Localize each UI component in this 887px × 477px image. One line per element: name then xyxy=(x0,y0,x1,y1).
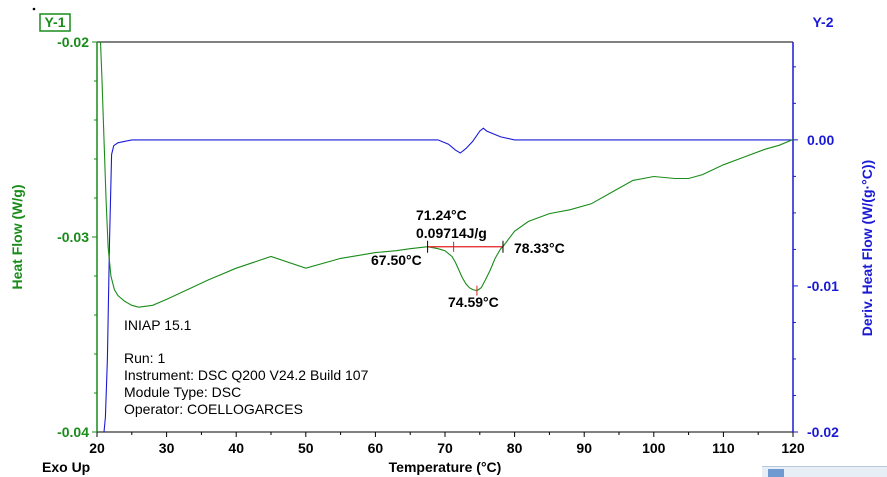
minor-ticks xyxy=(94,66,796,435)
taskbar-thumbnail[interactable] xyxy=(762,466,887,477)
series-line-heat-flow xyxy=(99,41,794,308)
x-tick-label: 120 xyxy=(781,440,805,456)
y2-tick-label: -0.01 xyxy=(807,278,839,294)
series-line-deriv-heat-flow xyxy=(103,127,793,433)
x-tick-label: 20 xyxy=(89,440,105,456)
info-run: Run: 1 xyxy=(124,350,165,366)
exo-up-label: Exo Up xyxy=(42,459,90,475)
annotation-start-temp: 67.50°C xyxy=(371,252,422,268)
x-tick-label: 50 xyxy=(298,440,314,456)
annotation-peak-temp: 74.59°C xyxy=(448,294,499,310)
y1-tag-box xyxy=(39,13,71,32)
y1-tick-label: -0.04 xyxy=(57,424,89,440)
y1-tick-label: -0.02 xyxy=(57,34,89,50)
x-tick-label: 30 xyxy=(159,440,175,456)
y2-axis-title: Deriv. Heat Flow (W/(g·°C)) xyxy=(859,160,875,336)
y2-axis-ticks: 0.00 -0.01 -0.02 xyxy=(793,132,839,440)
x-tick-label: 40 xyxy=(228,440,244,456)
window-icon xyxy=(768,469,784,477)
y1-tag: Y-1 xyxy=(44,14,65,30)
annotation-end-temp: 78.33°C xyxy=(514,240,565,256)
x-tick-label: 60 xyxy=(368,440,384,456)
info-operator: Operator: COELLOGARCES xyxy=(124,401,303,417)
info-instrument: Instrument: DSC Q200 V24.2 Build 107 xyxy=(124,367,369,383)
info-module-type: Module Type: DSC xyxy=(124,384,241,400)
stray-dot xyxy=(32,7,36,11)
x-tick-label: 70 xyxy=(437,440,453,456)
y2-tag: Y-2 xyxy=(812,14,833,30)
annotation-onset-temp: 71.24°C xyxy=(416,207,467,223)
y1-axis-title: Heat Flow (W/g) xyxy=(9,185,25,290)
y1-tick-label: -0.03 xyxy=(57,229,89,245)
x-tick-label: 90 xyxy=(576,440,592,456)
x-axis-ticks: 20 30 40 50 60 70 80 90 100 110 120 xyxy=(89,432,805,456)
x-tick-label: 100 xyxy=(642,440,666,456)
x-tick-label: 110 xyxy=(712,440,735,456)
y2-tick-label: -0.02 xyxy=(807,424,839,440)
y1-axis-ticks: -0.02 -0.03 -0.04 xyxy=(57,34,97,440)
x-axis-title: Temperature (°C) xyxy=(389,459,502,475)
sample-name: INIAP 15.1 xyxy=(124,317,192,333)
x-tick-label: 80 xyxy=(507,440,523,456)
annotation-enthalpy: 0.09714J/g xyxy=(416,225,487,241)
y2-tick-label: 0.00 xyxy=(807,132,834,148)
